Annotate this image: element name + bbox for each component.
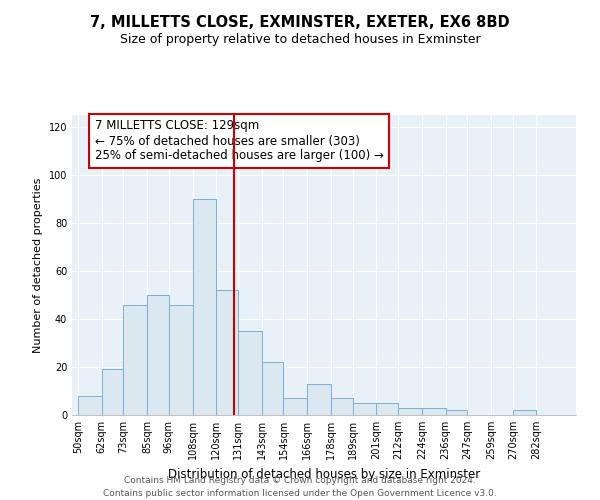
Text: Size of property relative to detached houses in Exminster: Size of property relative to detached ho… bbox=[119, 32, 481, 46]
Bar bbox=[124, 304, 147, 415]
Bar bbox=[283, 398, 307, 415]
Text: Contains HM Land Registry data © Crown copyright and database right 2024.
Contai: Contains HM Land Registry data © Crown c… bbox=[103, 476, 497, 498]
Bar bbox=[238, 331, 262, 415]
Bar bbox=[331, 398, 353, 415]
Bar bbox=[101, 370, 124, 415]
Text: 7, MILLETTS CLOSE, EXMINSTER, EXETER, EX6 8BD: 7, MILLETTS CLOSE, EXMINSTER, EXETER, EX… bbox=[90, 15, 510, 30]
Bar bbox=[307, 384, 331, 415]
X-axis label: Distribution of detached houses by size in Exminster: Distribution of detached houses by size … bbox=[168, 468, 480, 480]
Bar bbox=[193, 199, 216, 415]
Bar bbox=[398, 408, 422, 415]
Bar bbox=[147, 295, 169, 415]
Bar bbox=[513, 410, 536, 415]
Bar bbox=[262, 362, 283, 415]
Bar bbox=[446, 410, 467, 415]
Text: 7 MILLETTS CLOSE: 129sqm
← 75% of detached houses are smaller (303)
25% of semi-: 7 MILLETTS CLOSE: 129sqm ← 75% of detach… bbox=[95, 120, 383, 162]
Bar bbox=[216, 290, 238, 415]
Bar bbox=[169, 304, 193, 415]
Bar bbox=[78, 396, 101, 415]
Bar bbox=[422, 408, 446, 415]
Bar bbox=[376, 403, 398, 415]
Y-axis label: Number of detached properties: Number of detached properties bbox=[33, 178, 43, 352]
Bar bbox=[353, 403, 376, 415]
